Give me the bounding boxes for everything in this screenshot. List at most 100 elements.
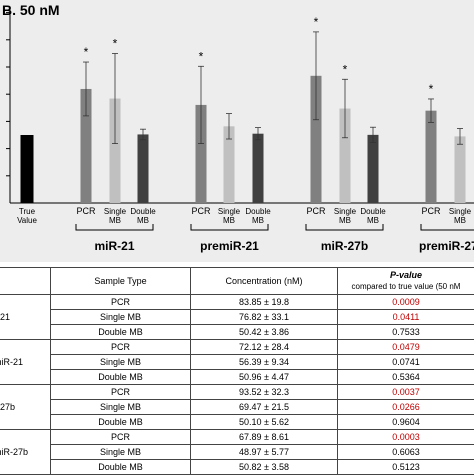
x-tick-label-part: MB xyxy=(109,216,121,225)
pvalue-cell: 0.0009 xyxy=(338,295,474,310)
group-name-cell: premiR-27b xyxy=(0,430,51,475)
x-tick-label-part: Single xyxy=(334,207,357,216)
concentration-cell: 83.85 ± 19.8 xyxy=(191,295,338,310)
group-bracket xyxy=(421,224,474,230)
sample-type-cell: PCR xyxy=(51,385,191,400)
x-tick-label-part: Double xyxy=(130,207,156,216)
x-tick-label-part: MB xyxy=(252,216,264,225)
bar-premir-27b-pcr xyxy=(426,111,437,203)
sample-type-cell: Single MB xyxy=(51,445,191,460)
pvalue-subtitle: compared to true value (50 nM xyxy=(340,281,472,293)
significance-star: * xyxy=(343,62,348,76)
x-tick-label-part: Single xyxy=(218,207,241,216)
sample-type-cell: Single MB xyxy=(51,355,191,370)
group-name-cell: miR-27b xyxy=(0,385,51,430)
concentration-cell: 50.96 ± 4.47 xyxy=(191,370,338,385)
concentration-cell: 72.12 ± 28.4 xyxy=(191,340,338,355)
x-tick-label-part: Single xyxy=(449,207,472,216)
sample-type-cell: PCR xyxy=(51,340,191,355)
pvalue-cell: 0.0479 xyxy=(338,340,474,355)
bar-mir-27b-double-mb xyxy=(368,135,379,203)
x-tick-label-part: PCR xyxy=(76,206,96,216)
sample-type-cell: Single MB xyxy=(51,310,191,325)
group-name-cell: premiR-21 xyxy=(0,340,51,385)
pvalue-cell: 0.0266 xyxy=(338,400,474,415)
x-tick-label: PCR xyxy=(421,206,441,216)
sample-type-header: Sample Type xyxy=(51,268,191,295)
pvalue-cell: 0.9604 xyxy=(338,415,474,430)
concentration-cell: 93.52 ± 32.3 xyxy=(191,385,338,400)
bar-premir-21-double-mb xyxy=(253,134,264,203)
sample-type-cell: Double MB xyxy=(51,370,191,385)
significance-star: * xyxy=(113,37,118,51)
x-tick-label-part: Double xyxy=(245,207,271,216)
concentration-cell: 50.82 ± 3.58 xyxy=(191,460,338,475)
pvalue-cell: 0.0411 xyxy=(338,310,474,325)
x-tick-label-part: PCR xyxy=(421,206,441,216)
concentration-cell: 48.97 ± 5.77 xyxy=(191,445,338,460)
pvalue-cell: 0.6063 xyxy=(338,445,474,460)
x-tick-label-part: True xyxy=(19,207,36,216)
sample-type-cell: Double MB xyxy=(51,415,191,430)
pvalue-cell: 0.0037 xyxy=(338,385,474,400)
significance-star: * xyxy=(429,82,434,96)
pvalue-cell: 0.0741 xyxy=(338,355,474,370)
pvalue-cell: 0.0003 xyxy=(338,430,474,445)
x-tick-label: PCR xyxy=(76,206,96,216)
pvalue-cell: 0.7533 xyxy=(338,325,474,340)
group-label-premir-21: premiR-21 xyxy=(200,239,259,253)
pvalue-cell: 0.5123 xyxy=(338,460,474,475)
significance-star: * xyxy=(314,15,319,29)
group-label-premir-27b: premiR-27b xyxy=(419,239,474,253)
sample-type-cell: PCR xyxy=(51,430,191,445)
x-tick-label-part: Double xyxy=(360,207,386,216)
group-label-mir-21: miR-21 xyxy=(94,239,134,253)
bar-premir-27b-single-mb xyxy=(455,136,466,203)
concentration-cell: 67.89 ± 8.61 xyxy=(191,430,338,445)
concentration-cell: 50.42 ± 3.86 xyxy=(191,325,338,340)
group-label-mir-27b: miR-27b xyxy=(321,239,368,253)
sample-type-cell: PCR xyxy=(51,295,191,310)
bar-true-value xyxy=(21,135,34,203)
x-tick-label-part: MB xyxy=(454,216,466,225)
table-header-row: Sample Type Concentration (nM) P-value c… xyxy=(0,268,474,295)
x-tick-label: PCR xyxy=(191,206,211,216)
sample-type-cell: Single MB xyxy=(51,400,191,415)
axis-layer xyxy=(6,8,474,203)
sample-type-cell: Double MB xyxy=(51,460,191,475)
concentration-cell: 76.82 ± 33.1 xyxy=(191,310,338,325)
x-tick-label-part: Single xyxy=(104,207,127,216)
concentration-cell: 56.39 ± 9.34 xyxy=(191,355,338,370)
concentration-cell: 69.47 ± 21.5 xyxy=(191,400,338,415)
x-tick-label-part: MB xyxy=(367,216,379,225)
bar-mir-21-double-mb xyxy=(138,134,149,203)
pvalue-header: P-value compared to true value (50 nM xyxy=(338,268,474,295)
results-table-panel: Sample Type Concentration (nM) P-value c… xyxy=(0,267,474,474)
x-tick-label-part: Value xyxy=(17,216,37,225)
pvalue-title: P-value xyxy=(340,269,472,281)
chart-title: B. 50 nM xyxy=(2,2,60,18)
x-tick-label-part: PCR xyxy=(306,206,326,216)
group-header xyxy=(0,268,51,295)
significance-star: * xyxy=(84,45,89,59)
